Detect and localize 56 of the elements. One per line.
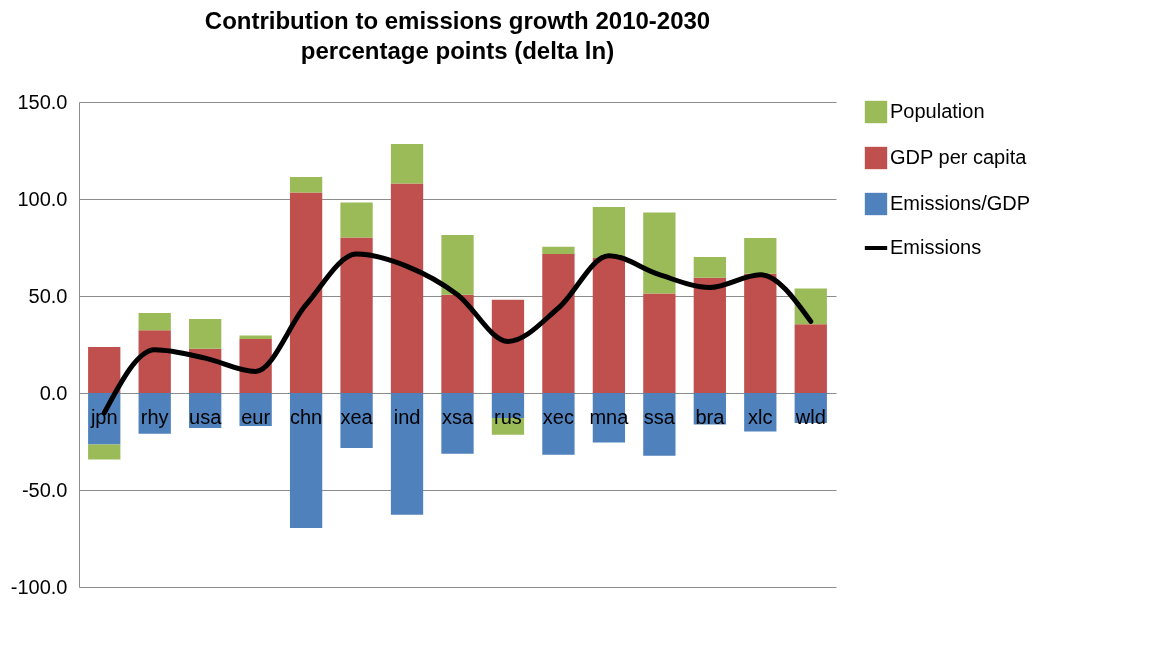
legend-label: GDP per capita <box>890 146 1028 168</box>
y-tick-label: -50.0 <box>21 478 68 501</box>
bar <box>88 347 121 393</box>
bar <box>744 273 777 393</box>
bar <box>542 393 575 455</box>
bar <box>441 294 474 393</box>
bar <box>88 444 121 460</box>
y-tick-label: 150.0 <box>17 90 68 113</box>
bar <box>189 319 222 349</box>
bar <box>340 237 373 393</box>
legend-label: Population <box>890 100 985 122</box>
bar <box>643 212 676 294</box>
bar <box>693 277 726 393</box>
x-tick-label: xlc <box>748 405 773 428</box>
x-tick-label: xec <box>542 405 574 428</box>
x-tick-label: ind <box>393 405 421 428</box>
bar <box>289 393 323 529</box>
bar <box>592 206 626 258</box>
x-tick-label: eur <box>241 405 271 428</box>
bar <box>289 192 323 393</box>
bar <box>441 393 474 454</box>
x-tick-label: wld <box>794 405 826 428</box>
y-tick-label: 0.0 <box>39 381 68 404</box>
bar <box>592 257 626 393</box>
bar <box>643 393 676 456</box>
legend-label: Emissions/GDP <box>890 192 1031 214</box>
bar <box>340 202 373 238</box>
bar <box>794 324 827 393</box>
bar <box>390 143 424 184</box>
bar <box>441 235 474 295</box>
bar <box>542 246 575 255</box>
x-tick-label: jpn <box>89 405 118 428</box>
bar <box>138 313 171 331</box>
bar <box>542 254 575 393</box>
bar <box>693 257 726 278</box>
chart-subtitle: percentage points (delta ln) <box>300 37 615 64</box>
x-tick-label: chn <box>289 405 323 428</box>
x-tick-label: xea <box>340 405 374 428</box>
x-tick-label: rhy <box>140 405 169 428</box>
bar <box>491 299 525 393</box>
bar <box>643 293 676 393</box>
x-tick-label: bra <box>695 405 726 428</box>
y-tick-label: -100.0 <box>10 575 68 598</box>
y-tick-label: 50.0 <box>28 284 68 307</box>
chart-title: Contribution to emissions growth 2010-2030 <box>204 7 711 34</box>
bar <box>138 330 171 393</box>
x-tick-label: ssa <box>643 405 676 428</box>
bar <box>390 393 424 515</box>
bar <box>744 237 777 274</box>
bar <box>390 183 424 393</box>
y-tick-label: 100.0 <box>17 187 68 210</box>
x-tick-label: xsa <box>441 405 474 428</box>
x-tick-label: rus <box>494 405 522 428</box>
bar <box>239 335 272 340</box>
bar <box>289 177 323 193</box>
legend-label: Emissions <box>890 236 982 258</box>
